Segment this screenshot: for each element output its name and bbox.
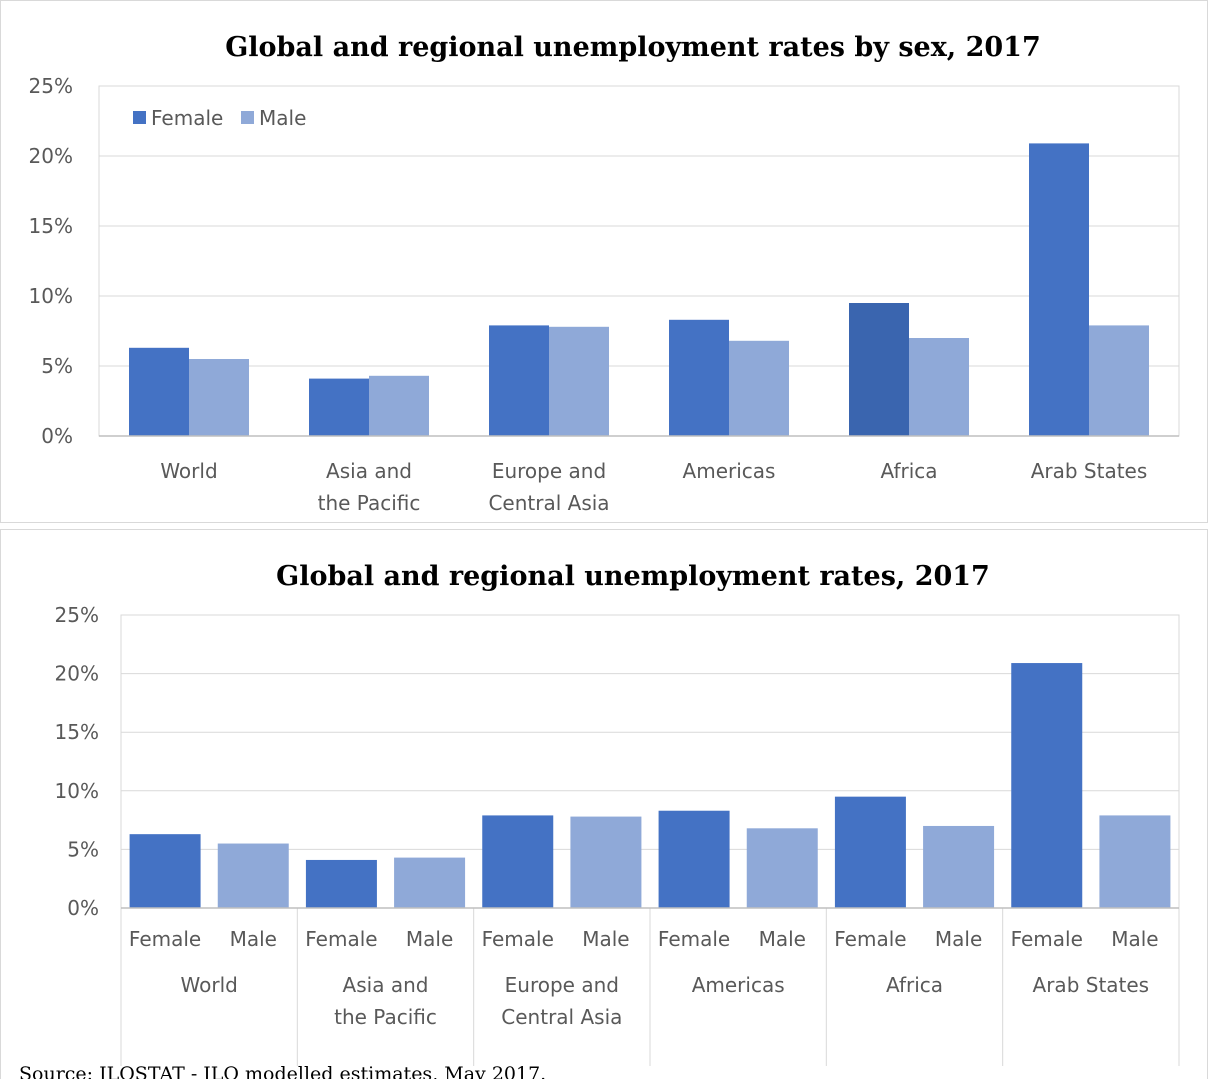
category-label: Asia and the Pacific	[318, 459, 421, 515]
bar-female	[129, 834, 201, 908]
y-tick-label: 15%	[55, 720, 99, 744]
y-tick-label: 10%	[55, 779, 99, 803]
bar-male	[189, 359, 249, 436]
category-label: Americas	[692, 973, 785, 997]
subcategory-label: Female	[129, 927, 201, 951]
subcategory-label: Female	[305, 927, 377, 951]
bar-male	[909, 338, 969, 436]
subcategory-label: Male	[759, 927, 806, 951]
bar-male	[394, 857, 466, 908]
bar-male	[1099, 815, 1171, 908]
bar-female	[305, 859, 377, 908]
bar-female	[309, 378, 369, 436]
subcategory-label: Female	[1011, 927, 1083, 951]
y-tick-label: 10%	[29, 284, 73, 308]
source-note: Source: ILOSTAT - ILO modelled estimates…	[19, 1063, 547, 1079]
bar-female	[1011, 663, 1083, 908]
chart-title: Global and regional unemployment rates b…	[225, 32, 1041, 63]
bar-female	[1029, 143, 1089, 436]
bar-female	[834, 796, 906, 908]
bar-male	[746, 828, 818, 908]
bar-female	[482, 815, 554, 908]
subcategory-label: Female	[658, 927, 730, 951]
legend-swatch-female	[133, 111, 146, 124]
legend-swatch-male	[241, 111, 254, 124]
subcategory-label: Female	[834, 927, 906, 951]
bar-female	[129, 347, 189, 436]
bar-female	[849, 303, 909, 436]
category-label: Europe and Central Asia	[488, 459, 609, 515]
legend-label-male: Male	[259, 106, 306, 130]
bar-female	[489, 325, 549, 436]
subcategory-label: Male	[935, 927, 982, 951]
y-tick-label: 0%	[67, 896, 99, 920]
subcategory-label: Female	[482, 927, 554, 951]
subcategory-label: Male	[1111, 927, 1158, 951]
plot-area	[98, 85, 1180, 437]
subcategory-label: Male	[406, 927, 453, 951]
category-label: Africa	[886, 973, 943, 997]
category-label: Americas	[683, 459, 776, 483]
bar-male	[369, 375, 429, 436]
bar-male	[923, 825, 995, 908]
bar-male	[570, 816, 642, 908]
subcategory-label: Male	[582, 927, 629, 951]
chart-combined: Global and regional unemployment rates, …	[55, 561, 1180, 1066]
bar-male	[217, 843, 289, 908]
y-tick-label: 20%	[55, 662, 99, 686]
bar-male	[729, 340, 789, 436]
bar-female	[658, 810, 730, 908]
chart-combined-panel: Global and regional unemployment rates, …	[0, 529, 1208, 1079]
category-label: World	[160, 459, 217, 483]
category-label: Africa	[880, 459, 937, 483]
y-tick-label: 5%	[41, 354, 73, 378]
y-tick-label: 25%	[55, 603, 99, 627]
category-label: Europe and Central Asia	[501, 973, 622, 1029]
chart-by-sex-panel: Global and regional unemployment rates b…	[0, 0, 1208, 523]
bar-male	[1089, 325, 1149, 436]
y-tick-label: 0%	[41, 424, 73, 448]
category-label: Asia and the Pacific	[334, 973, 437, 1029]
legend-label-female: Female	[151, 106, 223, 130]
subcategory-label: Male	[230, 927, 277, 951]
y-tick-label: 25%	[29, 74, 73, 98]
chart-by-sex: Global and regional unemployment rates b…	[29, 32, 1180, 515]
bar-male	[549, 326, 609, 436]
category-label: Arab States	[1031, 459, 1148, 483]
category-label: World	[181, 973, 238, 997]
y-tick-label: 15%	[29, 214, 73, 238]
bar-female	[669, 319, 729, 436]
y-tick-label: 5%	[67, 837, 99, 861]
y-tick-label: 20%	[29, 144, 73, 168]
chart-title: Global and regional unemployment rates, …	[276, 561, 990, 592]
category-label: Arab States	[1033, 973, 1150, 997]
